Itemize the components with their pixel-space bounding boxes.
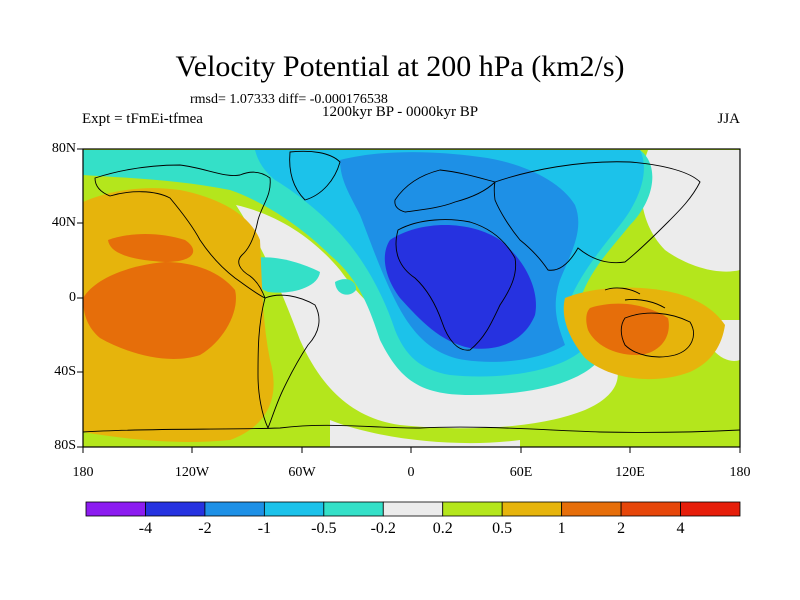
colorbar-label: 0.2 — [432, 520, 453, 537]
colorbar-swatch — [680, 501, 741, 517]
field-pos-med-west — [83, 262, 236, 359]
field-pos-med-west2 — [108, 234, 194, 262]
colorbar-label: -0.5 — [311, 520, 337, 537]
stats-label: rmsd= 1.07333 diff= -0.000176538 — [190, 92, 388, 107]
colorbar-swatch — [620, 501, 681, 517]
coastlines — [83, 150, 740, 433]
colorbar-label: -4 — [138, 520, 153, 537]
lat-label-80n: 80N — [51, 141, 76, 156]
colorbar-label: -2 — [198, 520, 212, 537]
field-neg-weak-blob2 — [335, 279, 357, 295]
lon-label-60w: 60W — [288, 465, 316, 480]
colorbar-swatch — [382, 501, 444, 517]
plot-title: Velocity Potential at 200 hPa (km2/s) — [175, 50, 625, 83]
colorbar-swatch — [145, 501, 206, 517]
colorbar-label: 4 — [676, 520, 685, 537]
field-pos-med-east — [586, 303, 669, 356]
lon-label-120w: 120W — [174, 465, 210, 480]
colorbar-swatch — [204, 501, 265, 517]
colorbar-swatch — [263, 501, 325, 517]
experiment-label: Expt = tFmEi-tfmea — [82, 111, 203, 127]
field-neutral-east — [641, 150, 740, 272]
period-label: 1200kyr BP - 0000kyr BP — [322, 104, 479, 120]
colorbar — [85, 501, 741, 517]
lon-label-60e: 60E — [509, 465, 533, 480]
field-neg-weak-blob — [248, 257, 320, 293]
axis-ticks — [77, 148, 741, 453]
lat-label-80s: 80S — [54, 438, 76, 453]
lon-label-180e: 180 — [729, 465, 751, 480]
colorbar-label: 1 — [557, 520, 566, 537]
field-neg-max — [384, 225, 536, 349]
season-label: JJA — [717, 111, 740, 127]
colorbar-label: -1 — [257, 520, 272, 537]
colorbar-swatch — [501, 501, 563, 517]
colorbar-swatch — [85, 501, 146, 517]
lat-label-0: 0 — [69, 290, 76, 305]
colorbar-swatch — [561, 501, 622, 517]
colorbar-label: 2 — [617, 520, 626, 537]
lat-label-40s: 40S — [54, 364, 76, 379]
colorbar-swatch — [442, 501, 503, 517]
colorbar-swatch — [323, 501, 384, 517]
lon-label-180w: 180 — [72, 465, 94, 480]
lat-label-40n: 40N — [51, 215, 76, 230]
colorbar-label: 0.5 — [492, 520, 513, 537]
colorbar-label: -0.2 — [370, 520, 396, 537]
lon-label-0: 0 — [407, 465, 415, 480]
field-neutral-south — [330, 420, 520, 447]
lon-label-120e: 120E — [615, 465, 645, 480]
